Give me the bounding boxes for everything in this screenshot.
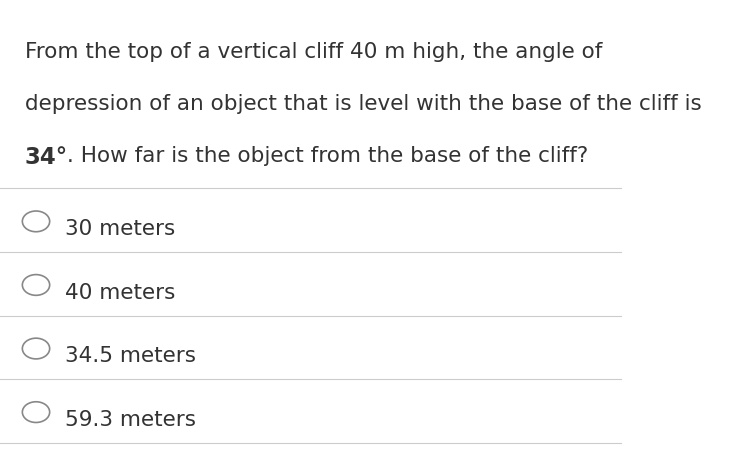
Text: . How far is the object from the base of the cliff?: . How far is the object from the base of… — [67, 146, 589, 166]
Text: From the top of a vertical cliff 40 m high, the angle of: From the top of a vertical cliff 40 m hi… — [25, 42, 602, 62]
Text: 34°: 34° — [25, 146, 68, 169]
Text: depression of an object that is level with the base of the cliff is: depression of an object that is level wi… — [25, 94, 702, 114]
Text: 59.3 meters: 59.3 meters — [65, 410, 196, 430]
Text: 30 meters: 30 meters — [65, 219, 176, 239]
Text: 40 meters: 40 meters — [65, 283, 176, 302]
Text: 34.5 meters: 34.5 meters — [65, 346, 196, 366]
